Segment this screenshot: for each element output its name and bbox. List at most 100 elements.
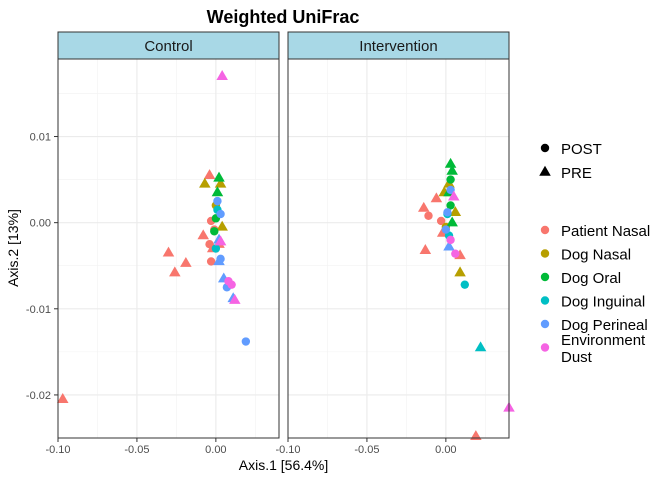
data-point bbox=[446, 175, 455, 184]
data-point bbox=[214, 177, 227, 188]
y-tick-label: 0.01 bbox=[30, 132, 51, 144]
data-point bbox=[446, 216, 458, 227]
data-point bbox=[443, 240, 455, 251]
data-point bbox=[443, 208, 452, 217]
panel-border-control bbox=[57, 58, 280, 439]
legend-shape-entries: POST PRE bbox=[539, 141, 602, 182]
data-point bbox=[197, 229, 209, 240]
y-axis-title: Axis.2 [13%] bbox=[5, 209, 21, 287]
legend-key-color bbox=[540, 296, 550, 305]
data-point bbox=[206, 257, 216, 266]
data-point bbox=[162, 246, 175, 257]
panel-control: Control bbox=[56, 31, 280, 439]
legend-entry-color: Dog Oral bbox=[540, 270, 621, 287]
strip-label-control: Control bbox=[144, 38, 192, 55]
data-point bbox=[227, 280, 236, 289]
data-point bbox=[229, 293, 241, 304]
data-point bbox=[441, 225, 451, 234]
points-intervention bbox=[417, 157, 515, 440]
legend-label: Dog Nasal bbox=[561, 247, 631, 264]
points-control bbox=[56, 70, 251, 403]
y-axis-tick-labels: -0.02 -0.01 0.00 0.01 bbox=[26, 132, 51, 402]
legend-label: Dog Perineal bbox=[561, 317, 648, 334]
data-point bbox=[213, 255, 225, 266]
legend-label: Environment bbox=[561, 332, 646, 349]
data-point bbox=[56, 393, 69, 403]
legend-entry-color: Dog Perineal bbox=[540, 317, 648, 334]
legend: POST PRE Patient Nasal Dog Nasal Dog Oral Do… bbox=[539, 141, 650, 366]
legend-key-color bbox=[540, 249, 550, 258]
x-tick-label: -0.05 bbox=[354, 444, 379, 456]
grid-minor-control bbox=[58, 59, 279, 438]
x-axis: -0.10 -0.05 0.00 -0.10 -0.05 0.00 bbox=[45, 438, 457, 456]
y-tick-label: -0.02 bbox=[26, 390, 51, 402]
legend-label: Dog Oral bbox=[561, 270, 621, 287]
data-point bbox=[213, 171, 225, 182]
panel-intervention: Intervention bbox=[287, 31, 515, 440]
legend-entry-color: Dog Nasal bbox=[540, 247, 631, 264]
x-axis-tick-labels-intervention: -0.10 -0.05 0.00 bbox=[275, 444, 456, 456]
legend-color-entries: Patient Nasal Dog Nasal Dog Oral Dog Inguin… bbox=[540, 223, 650, 366]
data-point bbox=[474, 341, 487, 352]
data-point bbox=[214, 235, 227, 246]
legend-key-color bbox=[540, 343, 550, 352]
legend-key-circle bbox=[540, 143, 550, 153]
legend-entry-color: Dog Inguinal bbox=[540, 294, 645, 311]
data-point bbox=[446, 235, 455, 245]
panel-border-intervention bbox=[287, 58, 510, 439]
x-tick-label: -0.10 bbox=[275, 444, 300, 456]
plot-area-intervention bbox=[288, 59, 509, 438]
y-axis-ticks bbox=[54, 136, 58, 396]
data-point bbox=[451, 249, 460, 258]
x-tick-label: -0.05 bbox=[124, 444, 149, 456]
legend-entry-pre: PRE bbox=[539, 165, 592, 182]
legend-label: Dust bbox=[561, 349, 593, 366]
legend-label: POST bbox=[561, 141, 602, 158]
chart-title: Weighted UniFrac bbox=[207, 7, 360, 27]
x-tick-label: 0.00 bbox=[435, 444, 456, 456]
y-tick-label: 0.00 bbox=[30, 218, 51, 230]
x-axis-tick-labels-control: -0.10 -0.05 0.00 bbox=[45, 444, 226, 456]
legend-key-color bbox=[540, 225, 550, 235]
data-point bbox=[449, 206, 462, 217]
data-point bbox=[199, 177, 211, 188]
data-point bbox=[417, 201, 430, 212]
data-point bbox=[436, 216, 446, 226]
data-point bbox=[210, 227, 219, 236]
x-tick-label: -0.10 bbox=[45, 444, 70, 456]
data-point bbox=[454, 266, 466, 277]
data-point bbox=[213, 196, 222, 206]
data-point bbox=[419, 244, 432, 254]
data-point bbox=[180, 256, 192, 267]
data-point bbox=[460, 280, 469, 289]
legend-label: Patient Nasal bbox=[561, 223, 650, 240]
legend-key-triangle bbox=[539, 165, 551, 176]
y-tick-label: -0.01 bbox=[26, 304, 51, 316]
data-point bbox=[241, 337, 251, 346]
data-point bbox=[216, 209, 225, 219]
data-point bbox=[446, 185, 455, 195]
x-axis-title: Axis.1 [56.4%] bbox=[239, 457, 329, 473]
strip-intervention bbox=[287, 31, 510, 60]
data-point bbox=[211, 244, 221, 253]
legend-label: Dog Inguinal bbox=[561, 294, 645, 311]
data-point bbox=[424, 211, 433, 220]
x-axis-ticks bbox=[57, 438, 447, 442]
x-tick-label: 0.00 bbox=[205, 444, 226, 456]
strip-label-intervention: Intervention bbox=[359, 38, 437, 55]
legend-label: PRE bbox=[561, 165, 592, 182]
data-point bbox=[446, 164, 458, 175]
legend-key-color bbox=[540, 272, 550, 282]
data-point bbox=[211, 186, 224, 197]
data-point bbox=[447, 190, 460, 201]
data-point bbox=[216, 70, 228, 80]
data-point bbox=[446, 201, 455, 210]
data-point bbox=[430, 192, 443, 203]
data-point bbox=[444, 157, 457, 168]
data-point bbox=[216, 220, 228, 231]
strip-control bbox=[57, 31, 280, 60]
legend-entry-color: Patient Nasal bbox=[540, 223, 650, 240]
legend-key-color bbox=[540, 319, 550, 329]
